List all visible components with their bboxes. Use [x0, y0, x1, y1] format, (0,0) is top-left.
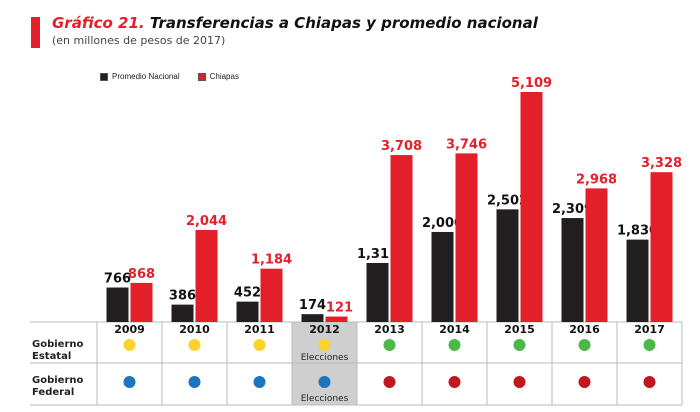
legend-item-national: Promedio Nacional: [100, 72, 180, 81]
legend-item-chiapas: Chiapas: [197, 72, 239, 81]
chart-title-text: Transferencias a Chiapas y promedio naci…: [149, 14, 538, 32]
dot-federal-2014: [448, 376, 461, 388]
bar-chiapas-2015: [520, 92, 543, 322]
bar-chiapas-2009: [130, 282, 153, 322]
year-label-2012: 2012: [309, 323, 340, 336]
bar-chiapas-2010: [195, 229, 218, 322]
year-label-2017: 2017: [634, 323, 665, 336]
dot-estatal-2017: [643, 339, 656, 351]
bar-national-2017: [626, 239, 649, 322]
dot-federal-2009: [123, 376, 136, 388]
dot-estatal-2016: [578, 339, 591, 351]
legend-label-chiapas: Chiapas: [209, 72, 239, 81]
election-label-estatal: Elecciones: [301, 353, 349, 363]
bar-label-national-2014: 2,000: [422, 216, 463, 231]
bar-label-national-2009: 766: [104, 272, 131, 287]
election-label-federal: Elecciones: [301, 394, 349, 404]
bar-national-2010: [171, 304, 194, 322]
year-label-2016: 2016: [569, 323, 600, 336]
dot-federal-2012: [318, 376, 331, 388]
dot-estatal-2014: [448, 339, 461, 351]
bar-chiapas-2012: [325, 316, 348, 322]
bar-chiapas-2011: [260, 268, 283, 322]
bar-chiapas-2017: [650, 172, 673, 322]
dot-federal-2016: [578, 376, 591, 388]
year-label-2010: 2010: [179, 323, 210, 336]
chart-number: Gráfico 21.: [52, 14, 145, 32]
bar-label-chiapas-2012: 121: [326, 301, 353, 316]
chart-title: Gráfico 21. Transferencias a Chiapas y p…: [52, 14, 538, 32]
legend: Promedio Nacional Chiapas: [100, 72, 239, 81]
legend-swatch-chiapas: [197, 72, 206, 81]
bar-national-2013: [366, 262, 389, 322]
bar-chiapas-2016: [585, 188, 608, 322]
dot-federal-2015: [513, 376, 526, 388]
legend-swatch-national: [100, 72, 108, 81]
bar-national-2014: [431, 231, 454, 322]
bar-label-national-2015: 2,502: [487, 193, 528, 208]
bar-label-national-2011: 452: [234, 286, 261, 301]
bar-label-chiapas-2017: 3,328: [641, 156, 682, 171]
chart-subtitle: (en millones de pesos de 2017): [52, 34, 226, 47]
bar-label-chiapas-2015: 5,109: [511, 76, 552, 91]
dot-federal-2017: [643, 376, 656, 388]
bar-chiapas-2013: [390, 155, 413, 322]
row-label-federal: Gobierno Federal: [32, 375, 83, 399]
bar-label-chiapas-2016: 2,968: [576, 172, 617, 187]
row-label-federal-line2: Federal: [32, 387, 75, 398]
year-label-2011: 2011: [244, 323, 275, 336]
dot-federal-2011: [253, 376, 266, 388]
year-label-2009: 2009: [114, 323, 145, 336]
bar-label-national-2010: 386: [169, 289, 196, 304]
bar-national-2015: [496, 209, 519, 322]
bar-label-national-2016: 2,309: [552, 202, 593, 217]
bar-chiapas-2014: [455, 153, 478, 322]
bar-label-chiapas-2011: 1,184: [251, 253, 292, 268]
year-label-2013: 2013: [374, 323, 405, 336]
dot-estatal-2009: [123, 339, 136, 351]
row-label-estatal: Gobierno Estatal: [32, 339, 83, 363]
year-label-2014: 2014: [439, 323, 470, 336]
dot-estatal-2010: [188, 339, 201, 351]
bar-national-2016: [561, 218, 584, 322]
bar-label-chiapas-2013: 3,708: [381, 139, 422, 154]
bar-national-2009: [106, 287, 129, 322]
bar-national-2012: [301, 314, 324, 322]
year-label-2015: 2015: [504, 323, 535, 336]
row-label-federal-line1: Gobierno: [32, 375, 84, 386]
row-label-estatal-line2: Estatal: [32, 351, 72, 362]
bar-label-national-2013: 1,311: [357, 247, 398, 262]
dot-estatal-2012: [318, 339, 331, 351]
dot-estatal-2013: [383, 339, 396, 351]
bar-label-national-2017: 1,830: [617, 224, 658, 239]
title-accent-bar: [31, 17, 40, 48]
dot-estatal-2015: [513, 339, 526, 351]
dot-federal-2010: [188, 376, 201, 388]
bar-national-2011: [236, 301, 259, 322]
dot-federal-2013: [383, 376, 396, 388]
bar-label-chiapas-2014: 3,746: [446, 137, 487, 152]
bar-label-national-2012: 174: [299, 298, 326, 313]
dot-estatal-2011: [253, 339, 266, 351]
legend-label-national: Promedio Nacional: [112, 72, 180, 81]
row-label-estatal-line1: Gobierno: [32, 339, 84, 350]
bar-label-chiapas-2009: 868: [128, 267, 155, 282]
bar-label-chiapas-2010: 2,044: [186, 214, 227, 229]
